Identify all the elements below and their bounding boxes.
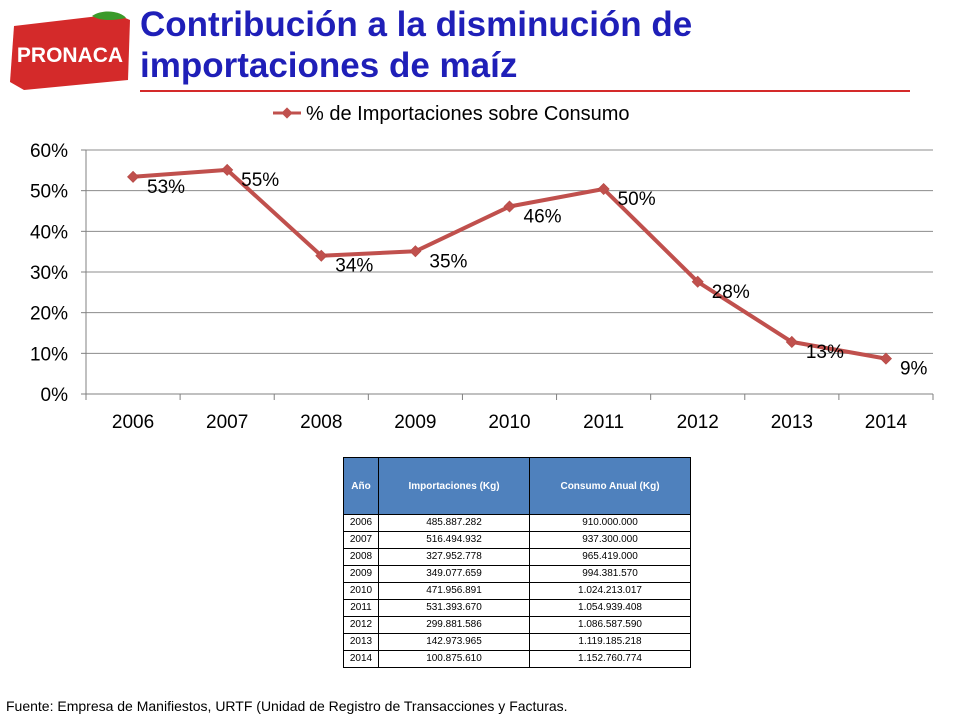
x-tick-label: 2006 [112, 412, 154, 433]
data-point [785, 335, 798, 348]
table-cell-imports: 142.973.965 [378, 633, 530, 651]
table-row: 2010 471.956.891 1.024.213.017 [343, 582, 691, 600]
data-point [315, 249, 328, 262]
table-cell-consumption: 910.000.000 [529, 514, 691, 532]
x-tick-label: 2007 [206, 412, 248, 433]
chart-legend: % de Importaciones sobre Consumo [273, 103, 630, 125]
y-tick-label: 20% [30, 304, 68, 325]
table-row: 2013 142.973.965 1.119.185.218 [343, 633, 691, 651]
data-point [409, 245, 422, 258]
table-cell-year: 2013 [343, 633, 379, 651]
table-cell-consumption: 1.086.587.590 [529, 616, 691, 634]
data-label: 28% [712, 282, 750, 303]
table-cell-year: 2008 [343, 548, 379, 566]
table-cell-imports: 531.393.670 [378, 599, 530, 617]
page-title-line-2: importaciones de maíz [140, 46, 518, 85]
series-line [132, 167, 887, 361]
table-cell-year: 2007 [343, 531, 379, 549]
data-point [879, 352, 892, 365]
table-cell-imports: 100.875.610 [378, 650, 530, 668]
data-point [597, 183, 610, 196]
source-note: Fuente: Empresa de Manifiestos, URTF (Un… [6, 698, 568, 714]
table-cell-imports: 327.952.778 [378, 548, 530, 566]
x-tick-label: 2011 [583, 412, 624, 433]
legend-label: % de Importaciones sobre Consumo [306, 103, 630, 125]
page-title-line-1: Contribución a la disminución de [140, 5, 693, 44]
x-tick-label: 2013 [771, 412, 813, 433]
page-title: Contribución a la disminución de importa… [140, 4, 920, 86]
table-row: 2012 299.881.586 1.086.587.590 [343, 616, 691, 634]
y-tick-label: 50% [30, 182, 68, 203]
data-point [503, 200, 516, 213]
table-cell-consumption: 1.024.213.017 [529, 582, 691, 600]
table-cell-imports: 485.887.282 [378, 514, 530, 532]
table-cell-imports: 299.881.586 [378, 616, 530, 634]
table-cell-year: 2014 [343, 650, 379, 668]
table-cell-year: 2006 [343, 514, 379, 532]
logo-text: PRONACA [17, 44, 123, 67]
data-label: 53% [147, 177, 185, 198]
table-row: 2011 531.393.670 1.054.939.408 [343, 599, 691, 617]
y-tick-label: 10% [30, 344, 68, 365]
data-label: 9% [900, 359, 928, 380]
y-tick-label: 0% [41, 385, 69, 406]
data-label: 46% [524, 207, 562, 228]
table-header-row: Año Importaciones (Kg) Consumo Anual (Kg… [343, 457, 691, 515]
line-chart: % de Importaciones sobre Consumo 0% 10% 20… [30, 103, 934, 433]
data-point [221, 163, 234, 176]
x-tick-label: 2014 [865, 412, 908, 433]
x-tick-label: 2010 [488, 412, 530, 433]
table-row: 2007 516.494.932 937.300.000 [343, 531, 691, 549]
title-underline [140, 90, 910, 92]
x-tick-label: 2009 [394, 412, 436, 433]
table-cell-consumption: 994.381.570 [529, 565, 691, 583]
table-cell-consumption: 1.119.185.218 [529, 633, 691, 651]
table-cell-year: 2010 [343, 582, 379, 600]
data-label: 13% [806, 342, 844, 363]
table-cell-imports: 349.077.659 [378, 565, 530, 583]
data-label: 34% [335, 256, 373, 277]
y-tick-label: 60% [30, 141, 68, 162]
table-row: 2006 485.887.282 910.000.000 [343, 514, 691, 532]
x-tick-label: 2008 [300, 412, 342, 433]
table-cell-year: 2011 [343, 599, 379, 617]
table-header-imports: Importaciones (Kg) [378, 457, 530, 515]
data-label: 55% [241, 170, 279, 191]
table-row: 2014 100.875.610 1.152.760.774 [343, 650, 691, 668]
table-cell-consumption: 1.054.939.408 [529, 599, 691, 617]
table-row: 2009 349.077.659 994.381.570 [343, 565, 691, 583]
data-point [691, 275, 704, 288]
data-label: 50% [618, 189, 656, 210]
table-cell-imports: 471.956.891 [378, 582, 530, 600]
data-point [127, 170, 140, 183]
x-tick-label: 2012 [677, 412, 719, 433]
table-cell-year: 2012 [343, 616, 379, 634]
table-row: 2008 327.952.778 965.419.000 [343, 548, 691, 566]
table-cell-consumption: 1.152.760.774 [529, 650, 691, 668]
pronaca-logo: PRONACA [10, 11, 130, 90]
table-header-year: Año [343, 457, 379, 515]
table-header-consumption: Consumo Anual (Kg) [529, 457, 691, 515]
table-cell-year: 2009 [343, 565, 379, 583]
table-cell-consumption: 965.419.000 [529, 548, 691, 566]
data-label: 35% [429, 251, 467, 272]
y-tick-label: 40% [30, 222, 68, 243]
table-cell-consumption: 937.300.000 [529, 531, 691, 549]
y-tick-label: 30% [30, 263, 68, 284]
data-table: Año Importaciones (Kg) Consumo Anual (Kg… [343, 457, 691, 668]
table-cell-imports: 516.494.932 [378, 531, 530, 549]
